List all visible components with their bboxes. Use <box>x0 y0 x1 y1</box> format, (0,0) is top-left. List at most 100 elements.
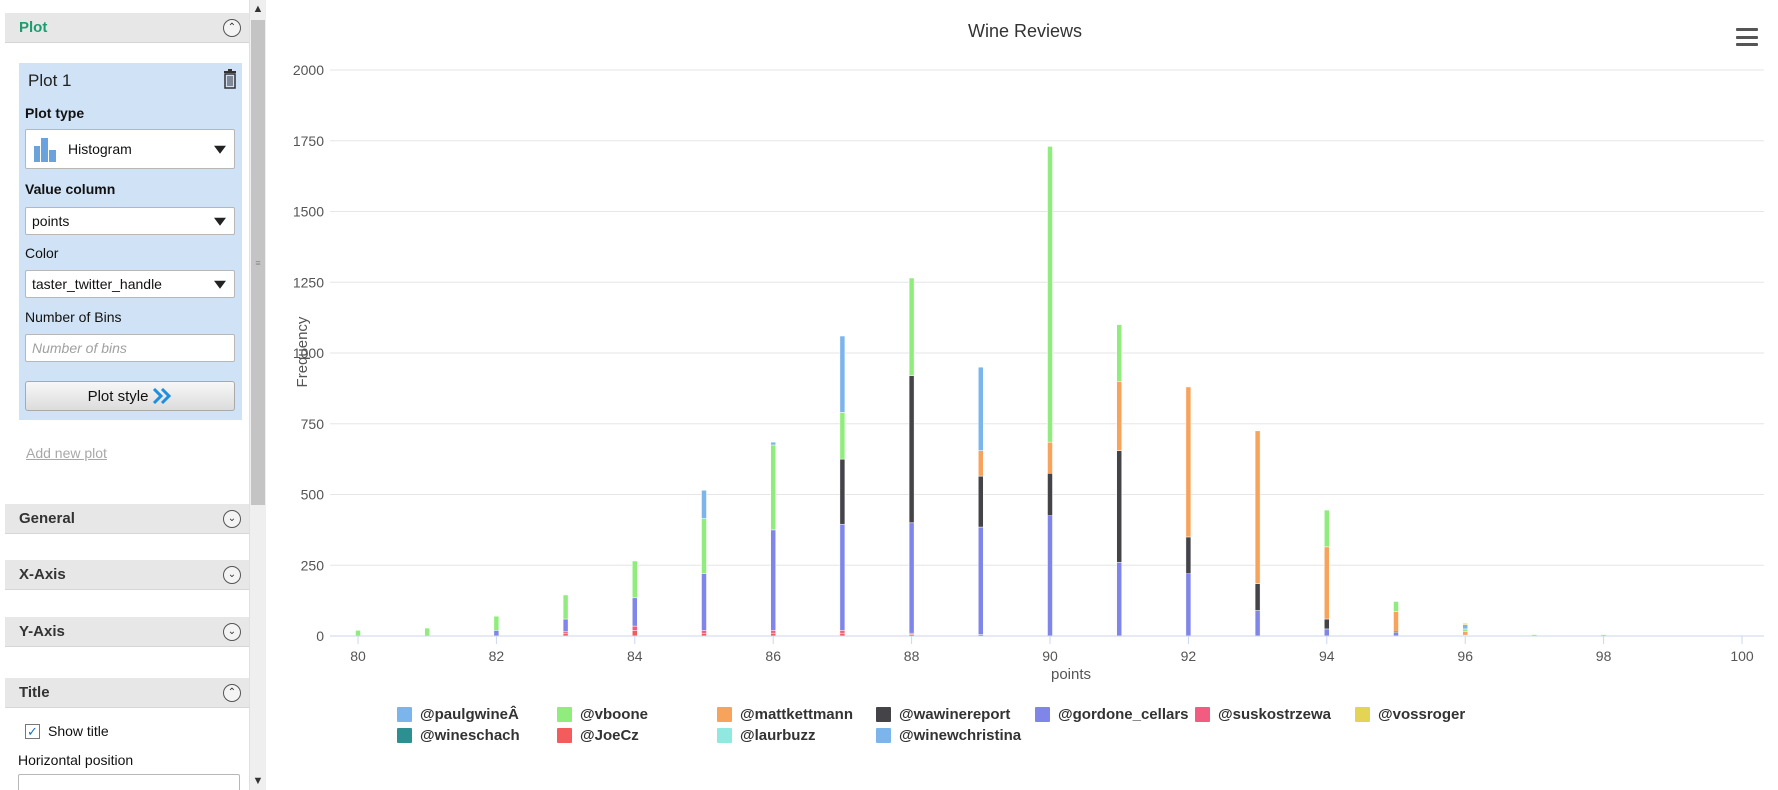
bar-segment[interactable] <box>1462 624 1468 630</box>
legend-item[interactable]: @paulgwineÂ <box>397 706 519 723</box>
double-chevron-right-icon <box>153 388 172 404</box>
bar-segment[interactable] <box>978 450 984 477</box>
x-tick-label: 90 <box>1042 648 1058 664</box>
bar-segment[interactable] <box>908 375 915 524</box>
bar-segment[interactable] <box>1047 146 1053 443</box>
legend-swatch <box>1035 707 1050 722</box>
general-section-header[interactable]: General ⌄ <box>5 504 249 534</box>
bar-segment[interactable] <box>493 630 500 637</box>
value-column-value: points <box>32 213 70 229</box>
bar-segment[interactable] <box>1462 628 1468 633</box>
hamburger-menu-icon[interactable] <box>1734 26 1760 48</box>
legend-item[interactable]: @JoeCz <box>557 727 639 744</box>
double-chevron-down-icon[interactable]: ⌄ <box>223 622 241 641</box>
bar-segment[interactable] <box>1254 430 1261 584</box>
bar-segment[interactable] <box>1185 536 1192 574</box>
plot-style-button[interactable]: Plot style <box>25 381 235 411</box>
bar-segment[interactable] <box>1116 450 1122 563</box>
scroll-down-arrow-icon[interactable]: ▼ <box>252 775 264 787</box>
bar-segment[interactable] <box>770 444 776 531</box>
double-chevron-up-icon[interactable]: ⌃ <box>223 18 241 37</box>
trash-icon[interactable] <box>223 69 237 89</box>
bar-segment[interactable] <box>770 630 776 634</box>
legend-item[interactable]: @gordone_cellars <box>1035 706 1189 723</box>
value-column-select[interactable]: points <box>25 207 235 235</box>
bar-segment[interactable] <box>1254 583 1261 611</box>
legend-item[interactable]: @vboone <box>557 706 648 723</box>
xaxis-section-header[interactable]: X-Axis ⌄ <box>5 560 249 590</box>
bar-segment[interactable] <box>1393 632 1399 637</box>
bar-segment[interactable] <box>632 630 638 637</box>
scrollbar-thumb[interactable]: ≡ <box>251 20 265 505</box>
bar-segment[interactable] <box>632 597 638 627</box>
bar-segment[interactable] <box>770 441 776 446</box>
double-chevron-up-icon[interactable]: ⌃ <box>223 683 241 702</box>
legend-item[interactable]: @wineschach <box>397 727 520 744</box>
horizontal-position-select[interactable] <box>18 774 240 790</box>
title-section-header[interactable]: Title ⌃ <box>5 678 249 708</box>
bar-segment[interactable] <box>1324 628 1330 637</box>
bar-segment[interactable] <box>1462 623 1468 625</box>
bar-segment[interactable] <box>1047 441 1053 474</box>
bar-segment[interactable] <box>839 335 846 413</box>
bar-segment[interactable] <box>493 615 500 631</box>
bar-segment[interactable] <box>839 458 846 525</box>
bar-segment[interactable] <box>908 277 915 376</box>
bar-segment[interactable] <box>562 618 569 633</box>
bar-segment[interactable] <box>1116 324 1122 382</box>
bar-segment[interactable] <box>978 526 984 635</box>
scroll-up-arrow-icon[interactable]: ▲ <box>252 3 264 15</box>
color-select[interactable]: taster_twitter_handle <box>25 270 235 298</box>
bar-segment[interactable] <box>1116 562 1122 637</box>
add-new-plot-link[interactable]: Add new plot <box>26 445 107 461</box>
bins-input[interactable] <box>25 334 235 362</box>
legend-item[interactable]: @mattkettmann <box>717 706 853 723</box>
bar-segment[interactable] <box>839 412 846 460</box>
bar-segment[interactable] <box>1047 473 1053 516</box>
bar-segment[interactable] <box>424 627 430 637</box>
legend-item[interactable]: @suskostrzewa <box>1195 706 1331 723</box>
bar-segment[interactable] <box>632 625 638 631</box>
bar-segment[interactable] <box>701 630 707 634</box>
dropdown-caret-icon <box>214 145 226 154</box>
bar-segment[interactable] <box>1324 509 1330 548</box>
bar-segment[interactable] <box>839 523 846 631</box>
plot-section-header[interactable]: Plot ⌃ <box>5 13 249 43</box>
legend-label: @winewchristina <box>899 727 1022 744</box>
double-chevron-down-icon[interactable]: ⌄ <box>223 509 241 528</box>
axes: 0 250 500 750 1000 1250 1500 1750 2000 80 82 84 86 88… <box>293 62 1764 664</box>
bar-segment[interactable] <box>562 594 569 620</box>
bar-segment[interactable] <box>1393 611 1399 632</box>
legend-item[interactable]: @vossroger <box>1355 706 1465 723</box>
x-tick-label: 88 <box>904 648 920 664</box>
show-title-checkbox[interactable]: ✓ <box>25 724 40 739</box>
double-chevron-down-icon[interactable]: ⌄ <box>223 565 241 584</box>
bar-segment[interactable] <box>978 366 984 451</box>
panel-scrollbar[interactable]: ▲ ≡ ▼ <box>250 0 266 790</box>
legend-item[interactable]: @wawinereport <box>876 706 1010 723</box>
bar-segment[interactable] <box>839 630 846 634</box>
bar-segment[interactable] <box>1324 546 1330 620</box>
yaxis-section-header[interactable]: Y-Axis ⌄ <box>5 617 249 647</box>
color-label: Color <box>25 245 59 261</box>
bar-segment[interactable] <box>1324 618 1330 630</box>
y-tick-label: 1500 <box>293 204 324 220</box>
bar-segment[interactable] <box>701 490 707 519</box>
plot-type-select[interactable]: Histogram <box>25 129 235 169</box>
bar-segment[interactable] <box>1185 573 1192 637</box>
bar-segment[interactable] <box>978 475 984 528</box>
bar-segment[interactable] <box>355 630 361 637</box>
bar-segment[interactable] <box>1185 386 1192 538</box>
bar-segment[interactable] <box>701 518 707 574</box>
bar-segment[interactable] <box>701 573 707 631</box>
legend-item[interactable]: @laurbuzz <box>717 727 815 744</box>
bar-segment[interactable] <box>632 560 638 599</box>
bar-segment[interactable] <box>1462 631 1468 636</box>
bar-segment[interactable] <box>908 522 915 634</box>
bar-segment[interactable] <box>1116 381 1122 451</box>
legend-item[interactable]: @winewchristina <box>876 727 1021 744</box>
bar-segment[interactable] <box>1393 601 1399 612</box>
bar-segment[interactable] <box>770 529 776 631</box>
bar-segment[interactable] <box>1047 515 1053 637</box>
bar-segment[interactable] <box>1254 610 1261 637</box>
